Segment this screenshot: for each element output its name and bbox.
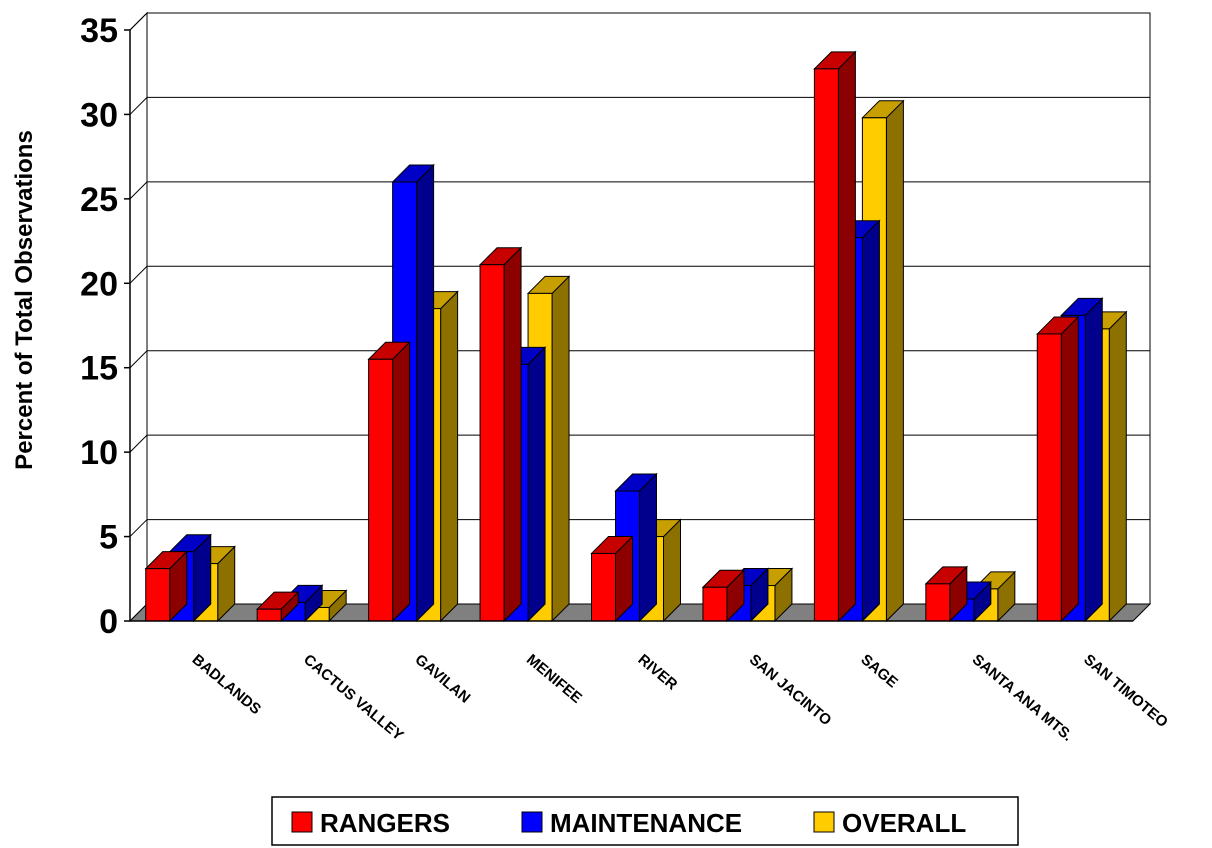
y-tick-label: 5	[99, 519, 118, 557]
legend-item-maintenance: MAINTENANCE	[521, 808, 742, 838]
bar-rangers-sage	[813, 50, 857, 623]
category-label-cactus-valley: CACTUS VALLEY	[300, 651, 406, 744]
y-tick-label: 15	[80, 350, 118, 388]
legend-item-overall: OVERALL	[813, 808, 966, 838]
y-tick-label: 35	[80, 12, 118, 50]
legend-swatch	[291, 811, 313, 833]
legend-box	[271, 796, 1019, 846]
y-tick-label: 30	[80, 96, 118, 134]
category-label-badlands: BADLANDS	[189, 651, 264, 718]
y-tick-label: 10	[80, 434, 118, 472]
category-label-sage: SAGE	[857, 651, 900, 691]
y-tick-label: 0	[99, 603, 118, 641]
axis-layer	[124, 29, 1133, 622]
legend-label: MAINTENANCE	[550, 808, 742, 838]
bar-rangers-river	[590, 535, 634, 623]
bar-rangers-menifee	[478, 246, 523, 623]
y-tick-label: 20	[80, 265, 118, 303]
category-label-santa-ana-mts: SANTA ANA MTS.	[969, 651, 1076, 745]
bar-rangers-santa-ana-mts	[924, 565, 969, 623]
bar-rangers-gavilan	[367, 341, 411, 623]
legend: RANGERS MAINTENANCE OVERALL	[271, 796, 1019, 846]
legend-label: RANGERS	[320, 808, 450, 838]
bar-rangers-badlands	[144, 550, 188, 623]
category-label-gavilan: GAVILAN	[412, 651, 474, 707]
category-label-san-jacinto: SAN JACINTO	[746, 651, 835, 729]
legend-swatch	[813, 811, 835, 833]
legend-label: OVERALL	[842, 808, 966, 838]
side-wall	[129, 11, 148, 623]
legend-swatch	[521, 811, 543, 833]
y-axis-label: Percent of Total Observations	[11, 130, 38, 470]
bar-rangers-san-jacinto	[701, 569, 746, 623]
category-labels: BADLANDS CACTUS VALLEY GAVILAN MENIFEE RIVER…	[189, 651, 1172, 745]
gridline	[129, 12, 1150, 31]
category-label-menifee: MENIFEE	[523, 651, 585, 707]
category-label-river: RIVER	[635, 651, 681, 694]
legend-item-rangers: RANGERS	[291, 808, 450, 838]
y-tick-labels: 0 5 10 15 20 25 30 35	[80, 12, 118, 641]
bar-rangers-san-timoteo	[1036, 315, 1080, 623]
y-tick-label: 25	[80, 181, 118, 219]
bar-rangers-cactus-valley	[255, 590, 300, 623]
category-label-san-timoteo: SAN TIMOTEO	[1080, 651, 1171, 731]
